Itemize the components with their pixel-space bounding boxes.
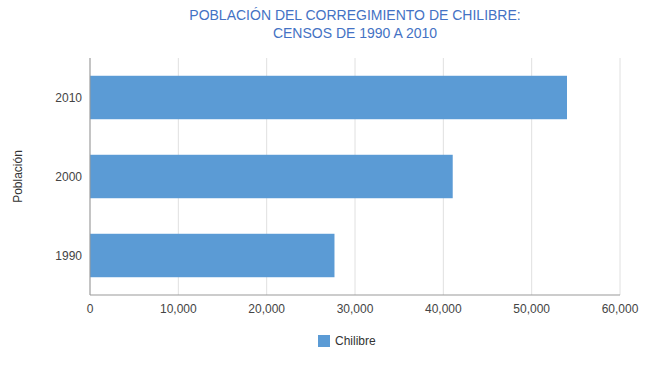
category-label: 1990 (55, 249, 82, 263)
category-label: 2000 (55, 170, 82, 184)
x-axis-line (90, 295, 620, 296)
tick-label: 50,000 (513, 302, 550, 316)
tick-label: 10,000 (160, 302, 197, 316)
bar (90, 155, 453, 198)
chart: POBLACIÓN DEL CORREGIMIENTO DE CHILIBRE:… (0, 0, 650, 367)
tick-label: 0 (87, 302, 94, 316)
legend: Chilibre (318, 334, 376, 348)
tick-label: 40,000 (425, 302, 462, 316)
grid-line (620, 58, 621, 295)
y-axis-label: Población (11, 150, 25, 203)
tick-label: 20,000 (248, 302, 285, 316)
bar (90, 234, 334, 277)
title-line: CENSOS DE 1990 A 2010 (273, 25, 437, 41)
category-label: 2010 (55, 91, 82, 105)
tick-label: 60,000 (602, 302, 639, 316)
grid-line (90, 58, 91, 295)
title-line: POBLACIÓN DEL CORREGIMIENTO DE CHILIBRE: (189, 7, 520, 23)
bars (90, 76, 567, 277)
title: POBLACIÓN DEL CORREGIMIENTO DE CHILIBRE:… (189, 7, 520, 41)
x-axis: 0 10,000 20,000 30,000 40,000 50,000 60,000 (87, 58, 639, 316)
tick-label: 30,000 (337, 302, 374, 316)
legend-label: Chilibre (335, 334, 376, 348)
legend-swatch (318, 335, 330, 347)
bar (90, 76, 567, 119)
y-axis-line (90, 58, 91, 295)
